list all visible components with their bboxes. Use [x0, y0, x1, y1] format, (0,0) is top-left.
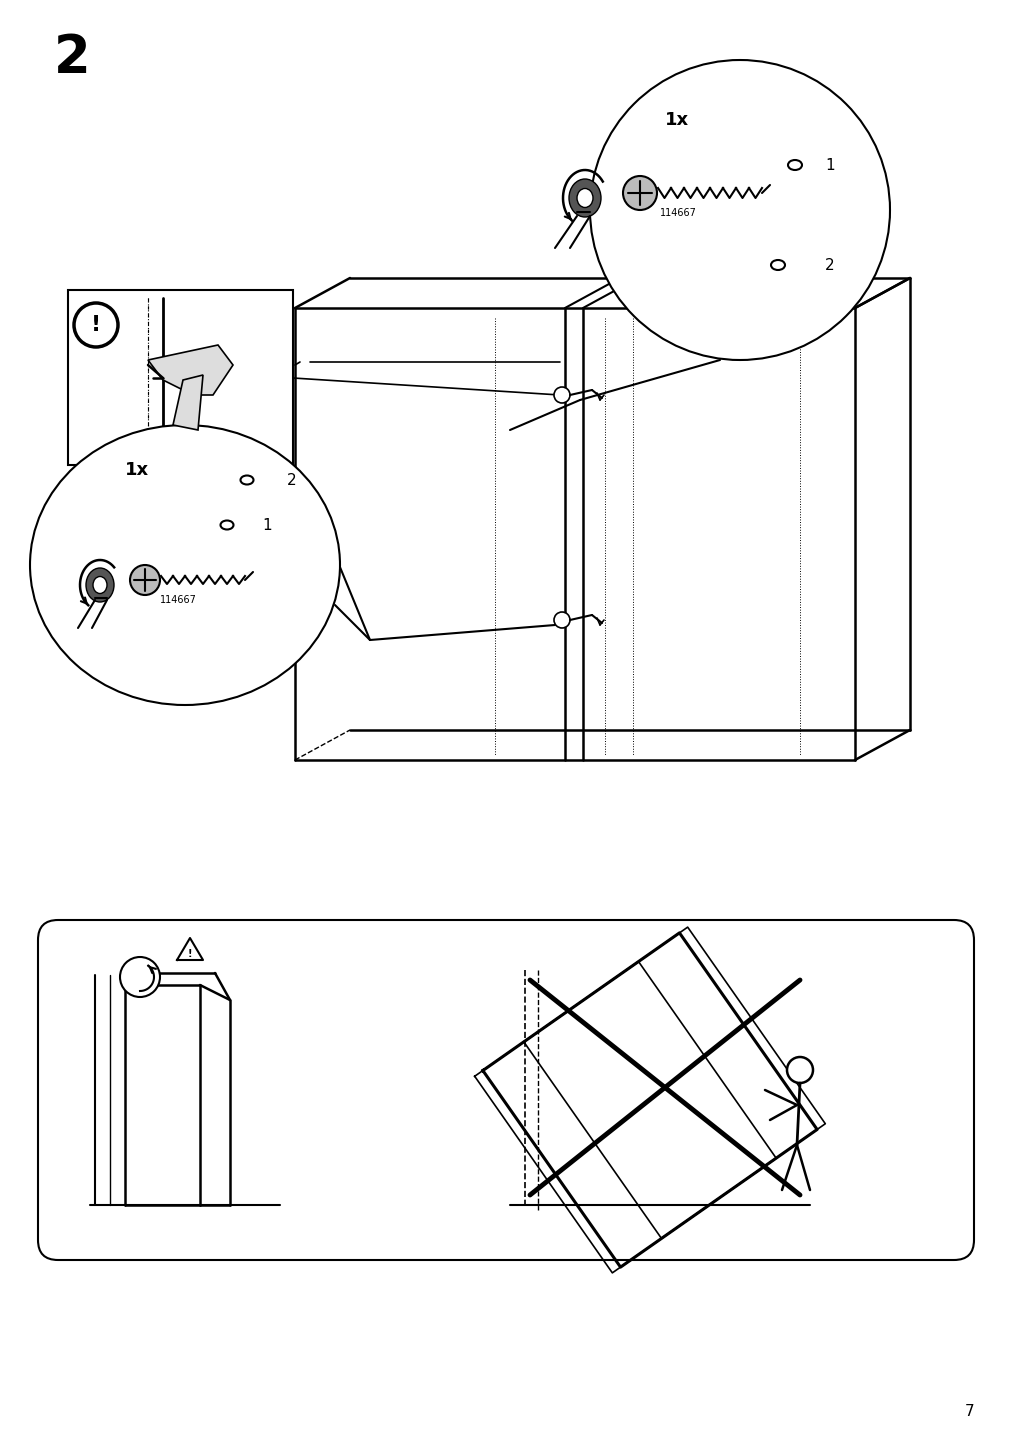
Ellipse shape	[86, 569, 114, 601]
Text: 7: 7	[964, 1405, 974, 1419]
Polygon shape	[148, 345, 233, 395]
Text: 2: 2	[54, 32, 90, 84]
Circle shape	[120, 957, 160, 997]
Circle shape	[129, 566, 160, 596]
Text: 2: 2	[287, 473, 296, 487]
Text: 1x: 1x	[664, 112, 688, 129]
Ellipse shape	[568, 179, 601, 218]
Text: 114667: 114667	[160, 596, 197, 604]
Text: 1: 1	[262, 517, 272, 533]
Text: !: !	[91, 315, 101, 335]
Text: 114667: 114667	[659, 208, 697, 218]
Ellipse shape	[93, 577, 107, 593]
Text: 2: 2	[824, 258, 834, 272]
Ellipse shape	[576, 189, 592, 208]
Text: !: !	[188, 949, 192, 959]
Polygon shape	[173, 375, 203, 430]
Circle shape	[787, 1057, 812, 1083]
Circle shape	[553, 387, 569, 402]
Ellipse shape	[30, 425, 340, 705]
FancyBboxPatch shape	[38, 919, 973, 1260]
Text: 1x: 1x	[125, 461, 149, 478]
Circle shape	[553, 611, 569, 629]
Circle shape	[623, 176, 656, 211]
Circle shape	[74, 304, 118, 347]
Circle shape	[589, 60, 889, 359]
Bar	[68, 291, 293, 465]
Text: 1: 1	[824, 158, 834, 172]
